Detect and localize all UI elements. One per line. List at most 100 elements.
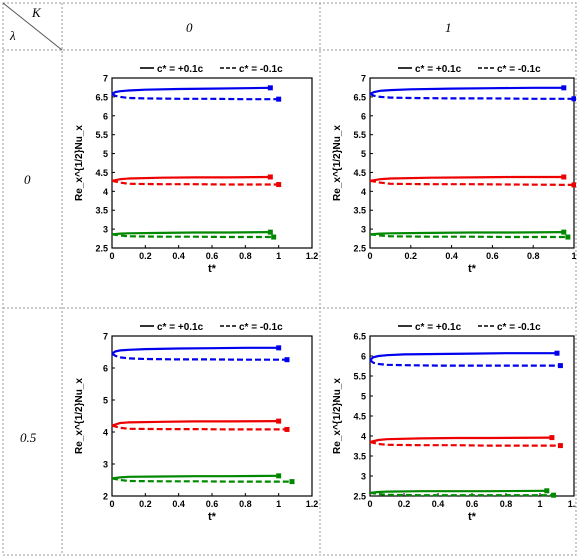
series-line-green-solid bbox=[369, 489, 547, 494]
series-line-green-solid bbox=[111, 474, 279, 480]
y-tick-label: 3.5 bbox=[353, 206, 366, 216]
series-line-blue-dashed bbox=[111, 92, 279, 101]
y-tick-label: 5.5 bbox=[353, 130, 366, 140]
x-tick-label: 0 bbox=[367, 251, 372, 261]
x-tick-label: 0.6 bbox=[206, 251, 219, 261]
plot-area bbox=[369, 77, 575, 249]
x-tick-label: 0.6 bbox=[206, 499, 219, 509]
y-tick-label: 3 bbox=[103, 460, 108, 470]
series-end-marker bbox=[554, 350, 560, 356]
y-tick-label: 5 bbox=[361, 392, 366, 402]
y-tick-label: 2.5 bbox=[353, 492, 366, 502]
x-tick-label: 0 bbox=[109, 251, 114, 261]
y-tick-label: 7 bbox=[361, 74, 366, 84]
series-end-marker bbox=[276, 345, 282, 351]
x-tick-label: 0.6 bbox=[486, 251, 499, 261]
x-tick-label: 1.2 bbox=[306, 251, 318, 261]
x-tick-label: 1 bbox=[571, 251, 576, 261]
x-tick-label: 0.8 bbox=[239, 251, 252, 261]
x-tick-label: 0 bbox=[367, 499, 372, 509]
series-line-red-solid bbox=[111, 420, 279, 427]
y-tick-label: 5 bbox=[103, 396, 108, 406]
x-tick-label: 1 bbox=[276, 251, 281, 261]
series-end-marker bbox=[571, 182, 576, 188]
x-tick-label: 0.8 bbox=[500, 499, 513, 509]
series-end-marker bbox=[284, 426, 290, 432]
series-end-marker bbox=[551, 492, 557, 498]
y-tick-label: 6 bbox=[103, 111, 108, 121]
y-tick-label: 2 bbox=[103, 492, 108, 502]
series-end-marker bbox=[284, 357, 290, 363]
series-end-marker bbox=[561, 174, 567, 180]
series-line-blue-dashed bbox=[369, 359, 561, 367]
x-tick-label: 0.6 bbox=[466, 499, 479, 509]
y-tick-label: 3.5 bbox=[95, 206, 108, 216]
series-end-marker bbox=[557, 443, 563, 449]
series-end-marker bbox=[267, 174, 273, 180]
x-tick-label: 0.2 bbox=[139, 499, 152, 509]
x-tick-label: 1 bbox=[276, 499, 281, 509]
y-tick-label: 2.5 bbox=[95, 244, 108, 254]
y-axis-label: Re_x^{1/2}Nu_x bbox=[74, 378, 85, 454]
series-line-red-solid bbox=[111, 175, 271, 182]
y-tick-label: 5 bbox=[361, 149, 366, 159]
legend-label: c* = -0.1c bbox=[239, 64, 283, 75]
x-tick-label: 0.4 bbox=[432, 499, 445, 509]
series-end-marker bbox=[271, 234, 277, 240]
series-line-red-dashed bbox=[369, 179, 575, 186]
legend-label: c* = -0.1c bbox=[497, 322, 541, 333]
chart-panel-lambda-0-k-1: c* = +0.1c c* = -0.1c 2.5 3 3.5 4 4.5 5 5.5 6 6.5 7… bbox=[332, 64, 576, 275]
series-line-green-dashed bbox=[111, 477, 292, 483]
x-tick-label: 0.8 bbox=[527, 251, 540, 261]
series-line-red-solid bbox=[369, 436, 552, 444]
plot-area bbox=[111, 77, 313, 249]
legend-label: c* = +0.1c bbox=[157, 322, 204, 333]
x-tick-label: 0.2 bbox=[405, 251, 418, 261]
legend-label: c* = -0.1c bbox=[239, 322, 283, 333]
series-line-green-dashed bbox=[369, 233, 568, 239]
y-axis-label: Re_x^{1/2}Nu_x bbox=[332, 378, 343, 454]
y-tick-label: 3 bbox=[361, 472, 366, 482]
x-tick-label: 0.2 bbox=[139, 251, 152, 261]
series-line-green-dashed bbox=[111, 233, 274, 239]
chart-panel-lambda-0-k-0: c* = +0.1c c* = -0.1c 2.5 3 3.5 4 4.5 5 5.5 6 6.5 7… bbox=[74, 64, 318, 275]
y-tick-label: 4 bbox=[361, 432, 366, 442]
series-line-red-dashed bbox=[111, 424, 287, 431]
x-tick-label: 0 bbox=[109, 499, 114, 509]
series-end-marker bbox=[561, 229, 567, 235]
column-label-k-0: 0 bbox=[186, 20, 193, 35]
legend-label: c* = +0.1c bbox=[415, 322, 462, 333]
row-label-lambda-0-5: 0.5 bbox=[20, 430, 37, 445]
x-tick-label: 1.2 bbox=[568, 499, 576, 509]
series-end-marker bbox=[561, 85, 567, 91]
y-tick-label: 4 bbox=[103, 187, 108, 197]
y-tick-label: 6 bbox=[361, 352, 366, 362]
series-end-marker bbox=[276, 473, 282, 479]
y-tick-label: 2.5 bbox=[353, 244, 366, 254]
series-end-marker bbox=[276, 96, 282, 102]
series-end-marker bbox=[276, 418, 282, 424]
series-line-blue-solid bbox=[111, 346, 279, 355]
y-tick-label: 4.5 bbox=[353, 168, 366, 178]
x-tick-label: 0.4 bbox=[445, 251, 458, 261]
y-tick-label: 4.5 bbox=[95, 168, 108, 178]
header-lambda-symbol: λ bbox=[10, 28, 16, 43]
chart-panel-lambda-0-5-k-1: c* = +0.1c c* = -0.1c 2.5 3 3.5 4 4.5 5 5.5 6 6.5 0… bbox=[332, 322, 576, 523]
x-axis-label: t* bbox=[468, 263, 477, 275]
y-tick-label: 5.5 bbox=[95, 130, 108, 140]
y-tick-label: 6.5 bbox=[95, 92, 108, 102]
x-tick-label: 0.4 bbox=[172, 251, 185, 261]
y-tick-label: 3 bbox=[361, 225, 366, 235]
y-tick-label: 4.5 bbox=[353, 412, 366, 422]
chart-panel-lambda-0-5-k-0: c* = +0.1c c* = -0.1c 2 3 4 5 6 7 0 0.2 0.4 0.6 0.8 1… bbox=[74, 322, 318, 523]
series-line-red-solid bbox=[369, 175, 564, 182]
series-end-marker bbox=[289, 479, 295, 485]
y-tick-label: 7 bbox=[103, 332, 108, 342]
x-tick-label: 0.2 bbox=[398, 499, 411, 509]
legend-label: c* = -0.1c bbox=[497, 64, 541, 75]
series-end-marker bbox=[565, 234, 571, 240]
series-line-red-dashed bbox=[111, 179, 279, 186]
row-label-lambda-0: 0 bbox=[24, 172, 31, 187]
series-line-blue-dashed bbox=[369, 92, 574, 100]
